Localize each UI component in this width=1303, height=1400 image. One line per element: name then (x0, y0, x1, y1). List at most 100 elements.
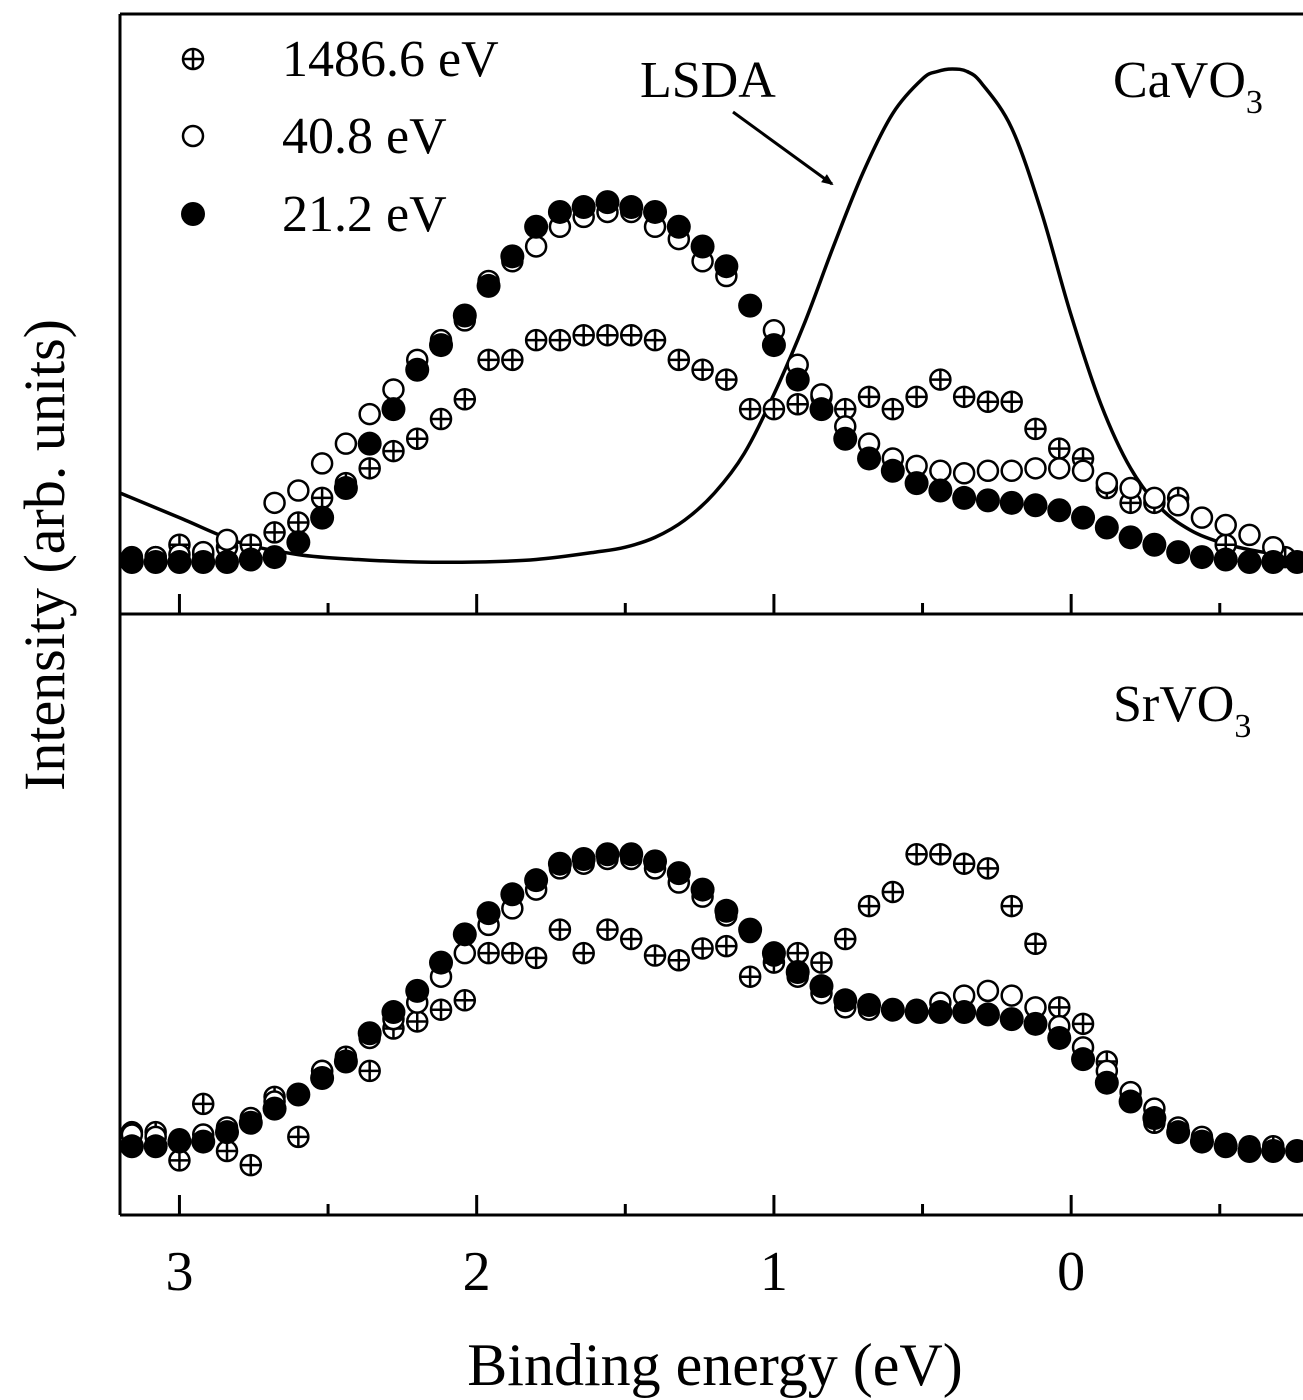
x-tick-label: 3 (165, 1241, 193, 1303)
data-point-circle-plus (310, 486, 334, 510)
data-point-circle-plus (168, 1149, 191, 1172)
data-point-filled-circle (999, 1007, 1024, 1032)
data-point-circle-plus (643, 944, 667, 967)
data-point-circle-plus (905, 385, 928, 409)
plot-frame (118, 12, 1303, 1217)
data-point-filled-circle (333, 476, 358, 501)
data-point-circle-plus (691, 937, 714, 960)
data-point-circle-plus (881, 880, 905, 904)
data-point-filled-circle (286, 530, 311, 555)
data-point-open-circle (1024, 457, 1047, 480)
data-point-circle-plus (239, 1153, 263, 1177)
lsda-curve (120, 67, 1303, 565)
data-point-circle-plus (524, 946, 548, 970)
data-point-filled-circle (215, 550, 240, 574)
data-point-filled-circle (1142, 532, 1167, 557)
data-point-circle-plus (477, 348, 500, 372)
data-point-circle-plus (287, 1125, 310, 1149)
data-point-circle-plus (667, 948, 691, 972)
data-point-filled-circle (1071, 505, 1096, 530)
data-point-filled-circle (476, 901, 501, 926)
data-point-open-circle (1119, 476, 1142, 500)
data-point-filled-circle (809, 397, 834, 422)
y-axis-label: Intensity (arb. units) (12, 319, 77, 791)
data-point-open-circle (952, 462, 976, 485)
data-point-filled-circle (833, 426, 858, 451)
data-point-open-circle (1143, 486, 1166, 510)
data-point-filled-circle (738, 917, 763, 942)
x-axis-tick-labels: 3 2 1 0 (165, 1241, 1085, 1303)
data-point-filled-circle (1213, 547, 1238, 572)
data-point-circle-plus (382, 439, 405, 463)
data-point-filled-circle (1237, 550, 1262, 574)
data-point-open-circle (334, 432, 358, 455)
data-point-filled-circle (714, 254, 739, 279)
legend-marker-circle-plus (181, 47, 205, 71)
data-point-filled-circle (1189, 1129, 1214, 1154)
series-21-2-ev (120, 190, 1303, 574)
data-point-circle-plus (263, 521, 286, 544)
data-point-filled-circle (975, 1002, 1000, 1027)
data-point-circle-plus (976, 390, 1000, 414)
data-point-filled-circle (120, 550, 144, 574)
data-point-circle-plus (738, 397, 762, 421)
data-point-filled-circle (1094, 1070, 1119, 1095)
data-point-circle-plus (453, 388, 477, 411)
data-point-circle-plus (1071, 1012, 1095, 1036)
data-point-filled-circle (809, 974, 834, 999)
data-point-circle-plus (667, 348, 691, 372)
data-point-filled-circle (571, 195, 596, 220)
data-point-filled-circle (191, 1129, 216, 1154)
data-point-circle-plus (501, 941, 524, 965)
data-point-filled-circle (500, 244, 525, 269)
data-point-open-circle (1190, 506, 1214, 529)
panel-label-srvo3-sub: 3 (1234, 708, 1251, 745)
x-axis-label: Binding energy (eV) (467, 1332, 962, 1398)
data-point-filled-circle (904, 471, 929, 496)
data-point-filled-circle (262, 1096, 287, 1121)
data-point-filled-circle (619, 842, 644, 867)
panel-label-cavo3: CaVO3 (1113, 52, 1263, 121)
data-point-open-circle (524, 235, 548, 258)
lsda-annotation-arrow (732, 110, 834, 186)
data-point-filled-circle (1023, 493, 1048, 518)
x-tick-label: 1 (760, 1241, 788, 1303)
legend-marker-filled-circle (181, 202, 205, 226)
data-point-circle-plus (596, 918, 619, 941)
data-point-filled-circle (215, 1120, 240, 1145)
data-point-filled-circle (547, 851, 572, 876)
data-point-circle-plus (952, 852, 976, 875)
data-point-circle-plus (810, 951, 833, 974)
data-point-circle-plus (1024, 932, 1047, 956)
data-point-filled-circle (191, 550, 216, 574)
data-point-filled-circle (666, 861, 691, 886)
data-point-filled-circle (880, 997, 905, 1022)
data-point-filled-circle (643, 849, 668, 874)
data-point-filled-circle (262, 545, 287, 570)
data-point-circle-plus (405, 427, 429, 450)
data-point-open-circle (1000, 984, 1023, 1007)
data-point-circle-plus (1048, 996, 1071, 1019)
data-point-filled-circle (1166, 540, 1191, 565)
data-point-filled-circle (405, 357, 430, 382)
panel-srvo3 (120, 842, 1303, 1177)
data-point-open-circle (382, 378, 405, 401)
data-point-filled-circle (286, 1082, 311, 1107)
series-21-2-ev (120, 842, 1303, 1163)
data-point-filled-circle (1285, 1139, 1303, 1163)
data-point-filled-circle (880, 458, 905, 483)
data-point-open-circle (1000, 459, 1023, 483)
data-point-filled-circle (999, 490, 1024, 515)
data-point-circle-plus (1048, 437, 1071, 460)
data-point-circle-plus (429, 407, 453, 431)
data-point-circle-plus (715, 934, 738, 958)
data-point-open-circle (310, 452, 334, 475)
data-point-circle-plus (572, 941, 595, 965)
data-point-circle-plus (1000, 894, 1023, 918)
data-point-circle-plus (929, 368, 952, 391)
data-point-circle-plus (477, 941, 500, 965)
data-point-filled-circle (833, 988, 858, 1013)
data-point-filled-circle (1142, 1106, 1167, 1131)
data-point-circle-plus (881, 397, 905, 421)
data-point-open-circle (929, 459, 952, 483)
